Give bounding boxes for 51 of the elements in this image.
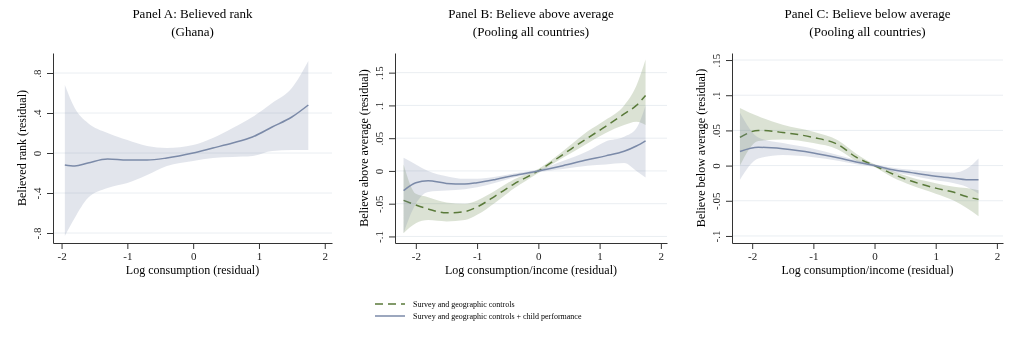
y-axis-title: Believed rank (residual) [15,90,29,206]
x-axis-title: Log consumption/income (residual) [781,263,954,277]
x-tick-label: 0 [536,249,543,262]
chart-title: Panel B: Believe above average [448,6,614,21]
line-series [739,146,980,181]
x-tick-label: 2 [322,249,329,262]
x-tick-label: 2 [658,249,665,262]
y-tick-label: -.8 [31,227,43,240]
line-series [64,104,310,167]
x-tick-label: -2 [411,249,421,262]
chart-title: Panel C: Believe below average [784,6,951,21]
line-series [739,129,980,201]
x-axis-title: Log consumption (residual) [125,263,260,277]
y-tick-label: .8 [31,68,43,78]
y-axis-title: Believe above average (residual) [357,69,371,227]
y-tick-label: .1 [373,101,385,111]
x-tick-label: 1 [256,249,263,262]
y-tick-label: -.05 [710,192,722,210]
line-series [402,94,647,214]
x-tick-label: -1 [809,249,819,262]
legend-label: Survey and geographic controls [413,300,515,309]
y-axis-title: Believe below average (residual) [694,68,708,228]
y-tick-label: -.4 [31,187,43,200]
y-tick-label: .4 [31,108,43,118]
y-tick-label: .05 [710,123,722,138]
line-series [402,140,647,192]
y-tick-label: 0 [710,162,722,169]
x-tick-label: -2 [57,249,67,262]
chart-subtitle: (Ghana) [171,24,214,39]
y-tick-label: -.05 [373,194,385,213]
chart-title: Panel A: Believed rank [132,6,254,21]
x-tick-label: 0 [872,249,879,262]
y-tick-label: .05 [373,131,385,146]
chart-subtitle: (Pooling all countries) [809,24,926,39]
y-tick-label: .15 [710,53,722,68]
x-tick-label: 2 [994,249,1001,262]
x-tick-label: -1 [473,249,483,262]
y-tick-label: 0 [373,168,385,175]
y-tick-label: -.1 [373,230,385,243]
y-tick-label: .15 [373,65,385,81]
x-tick-label: -1 [123,249,133,262]
x-tick-label: -2 [748,249,758,262]
x-tick-label: 1 [933,249,939,262]
y-tick-label: .1 [710,91,722,100]
legend-label: Survey and geographic controls + child performance [413,312,582,321]
x-tick-label: 1 [597,249,603,262]
chart-subtitle: (Pooling all countries) [472,24,590,39]
x-tick-label: 0 [190,249,197,262]
y-tick-label: 0 [31,150,43,157]
x-axis-title: Log consumption/income (residual) [445,263,617,277]
y-tick-label: -.1 [710,230,722,243]
